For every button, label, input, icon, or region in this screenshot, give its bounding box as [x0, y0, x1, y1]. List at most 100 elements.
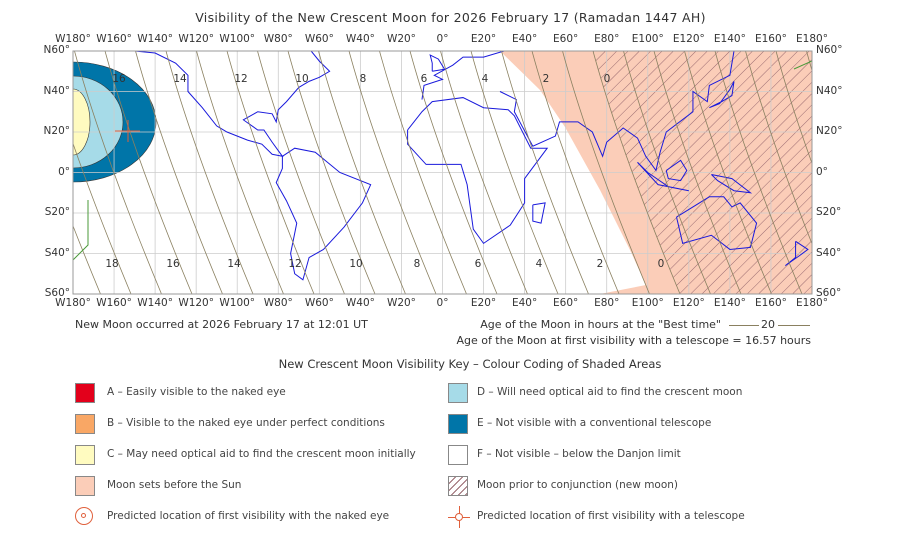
color-swatch-icon	[75, 414, 95, 434]
latitude-label-right: N60°	[816, 44, 843, 56]
longitude-label-bottom: E80°	[594, 297, 620, 309]
longitude-label-bottom: W20°	[386, 297, 416, 309]
age-contour-label: 8	[413, 258, 421, 270]
latitude-label-right: 0°	[816, 165, 828, 178]
circle-target-icon	[75, 507, 93, 525]
age-contour-label: 4	[481, 73, 489, 85]
key-item-label: Predicted location of first visibility w…	[107, 510, 390, 522]
age-contour-line	[287, 51, 376, 294]
longitude-label-top: E120°	[672, 33, 705, 45]
coastline-madagascar	[532, 202, 546, 224]
key-item-label: A – Easily visible to the naked eye	[107, 386, 286, 398]
latitude-label-left: N40°	[43, 84, 70, 97]
longitude-label-top: E80°	[594, 33, 620, 45]
longitude-label-top: W140°	[137, 33, 173, 45]
key-item-label: Moon prior to conjunction (new moon)	[477, 479, 679, 491]
latitude-label-left: N60°	[43, 44, 70, 56]
age-contour-line	[74, 51, 162, 294]
age-contour-label: 8	[359, 73, 367, 85]
longitude-label-bottom: W120°	[178, 297, 214, 309]
longitude-label-bottom: E40°	[511, 297, 538, 309]
coastline-borneo	[665, 159, 688, 182]
latitude-label-left: S60°	[44, 287, 70, 299]
latitude-label-right: S60°	[816, 287, 842, 299]
age-contour-line	[562, 51, 650, 294]
longitude-label-top: W80°	[263, 33, 293, 45]
coastline-north-america	[97, 51, 331, 158]
longitude-label-top: E20°	[470, 33, 497, 45]
age-contour-line	[73, 224, 101, 294]
latitude-label-right: N40°	[816, 84, 843, 97]
age-contour-line	[348, 51, 437, 294]
coastline-asia-south	[499, 51, 735, 172]
latitude-label-right: N20°	[816, 125, 843, 137]
age-contour-line	[318, 51, 406, 294]
longitude-label-bottom: E180°	[796, 297, 828, 309]
coastline-new-guinea	[711, 174, 753, 194]
age-contour-label: 4	[535, 258, 543, 270]
age-contour-line	[745, 51, 812, 245]
age-legend-sample: 20	[761, 318, 775, 331]
longitude-label-bottom: E100°	[631, 297, 664, 309]
age-legend-line	[729, 325, 759, 326]
longitude-label-top: 0°	[436, 33, 449, 45]
longitude-label-bottom: W40°	[345, 297, 375, 309]
longitude-label-top: E140°	[713, 33, 746, 45]
age-contour-line	[623, 51, 711, 294]
key-title: New Crescent Moon Visibility Key – Colou…	[278, 357, 662, 371]
color-swatch-icon	[448, 414, 468, 434]
key-item-label: C – May need optical aid to find the cre…	[107, 448, 416, 460]
longitude-label-bottom: W60°	[304, 297, 334, 309]
age-contour-label: 16	[166, 258, 180, 270]
longitude-label-top: E160°	[754, 33, 787, 45]
latitude-label-left: N20°	[43, 125, 70, 137]
age-contour-line	[104, 51, 193, 294]
longitude-label-top: E40°	[511, 33, 538, 45]
age-contour-label: 2	[542, 73, 550, 85]
longitude-label-top: E60°	[553, 33, 579, 45]
danjon-boundary-line	[793, 60, 812, 70]
coastline-uk	[429, 54, 446, 72]
zone-c-may-need-aid	[73, 88, 91, 156]
color-swatch-icon	[75, 445, 95, 465]
longitude-label-bottom: E60°	[553, 297, 579, 309]
age-contour-line	[165, 51, 254, 294]
age-contour-label: 6	[420, 73, 428, 85]
age-contour-label: 14	[173, 73, 187, 85]
age-contour-line	[653, 51, 742, 294]
color-swatch-icon	[448, 445, 468, 465]
age-contour-label: 0	[657, 258, 665, 270]
age-contour-line	[440, 51, 528, 294]
key-item-label: B – Visible to the naked eye under perfe…	[107, 417, 385, 429]
age-contour-label: 12	[234, 73, 248, 85]
age-contour-line	[135, 51, 223, 294]
key-item-label: Predicted location of first visibility w…	[477, 510, 745, 522]
longitude-label-top: W100°	[219, 33, 256, 45]
longitude-label-bottom: E160°	[754, 297, 787, 309]
key-item-label: E – Not visible with a conventional tele…	[477, 417, 712, 429]
longitude-label-top: W20°	[386, 33, 416, 45]
key-item-label: F – Not visible – below the Danjon limit	[477, 448, 681, 460]
age-contour-line	[501, 51, 589, 294]
latitude-label-left: S20°	[44, 206, 70, 218]
map-frame	[72, 50, 813, 295]
longitude-label-top: W160°	[96, 33, 132, 45]
age-contour-label: 6	[474, 258, 482, 270]
age-contour-label: 12	[288, 258, 302, 270]
age-contour-line	[775, 51, 812, 165]
longitude-label-bottom: W80°	[263, 297, 293, 309]
latitude-label-left: 0°	[58, 165, 70, 178]
coastline-eurasia	[421, 51, 505, 100]
dot-icon	[81, 513, 86, 518]
coastline-south-america	[275, 147, 372, 281]
age-contour-line	[684, 51, 772, 294]
map-layers	[73, 51, 812, 294]
key-item-label: Moon sets before the Sun	[107, 479, 242, 491]
coastline-africa	[407, 97, 549, 245]
age-contour-label: 14	[227, 258, 241, 270]
latitude-label-left: S40°	[44, 246, 70, 259]
latitude-label-right: S40°	[816, 246, 842, 259]
age-contour-line	[73, 142, 132, 294]
coastline-japan	[709, 81, 735, 109]
